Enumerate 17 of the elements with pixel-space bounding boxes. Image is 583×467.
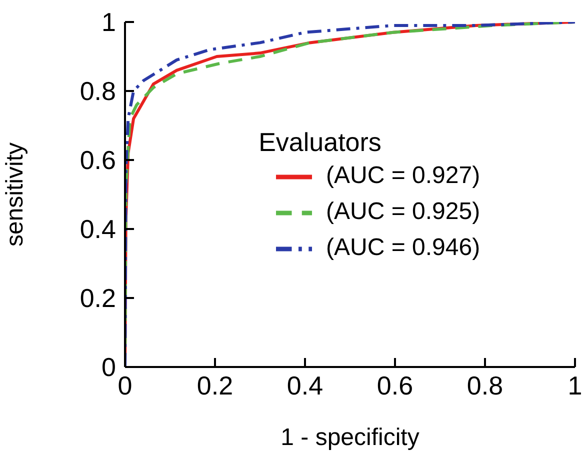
legend-label: (AUC = 0.927) (326, 162, 480, 190)
y-axis-title: sensitivity (2, 142, 29, 247)
legend-title: Evaluators (258, 127, 382, 158)
y-tick-label: 0.2 (80, 283, 116, 314)
y-tick-label: 0.4 (80, 214, 116, 244)
x-tick-label: 1 (568, 370, 582, 400)
x-tick-label: 0.8 (466, 370, 504, 400)
x-tick-label: 0.6 (376, 370, 414, 400)
x-tick-label: 0.4 (286, 370, 324, 400)
x-tick-label: 0.2 (196, 370, 234, 400)
line-series (125, 22, 575, 367)
y-tick-label: 0.6 (80, 145, 116, 176)
x-axis-title: 1 - specificity (280, 424, 420, 451)
y-tick-label: 1 (102, 7, 116, 38)
y-tick-label: 0.8 (80, 76, 116, 106)
legend-label: (AUC = 0.946) (326, 234, 480, 262)
legend-label: (AUC = 0.925) (326, 198, 480, 226)
